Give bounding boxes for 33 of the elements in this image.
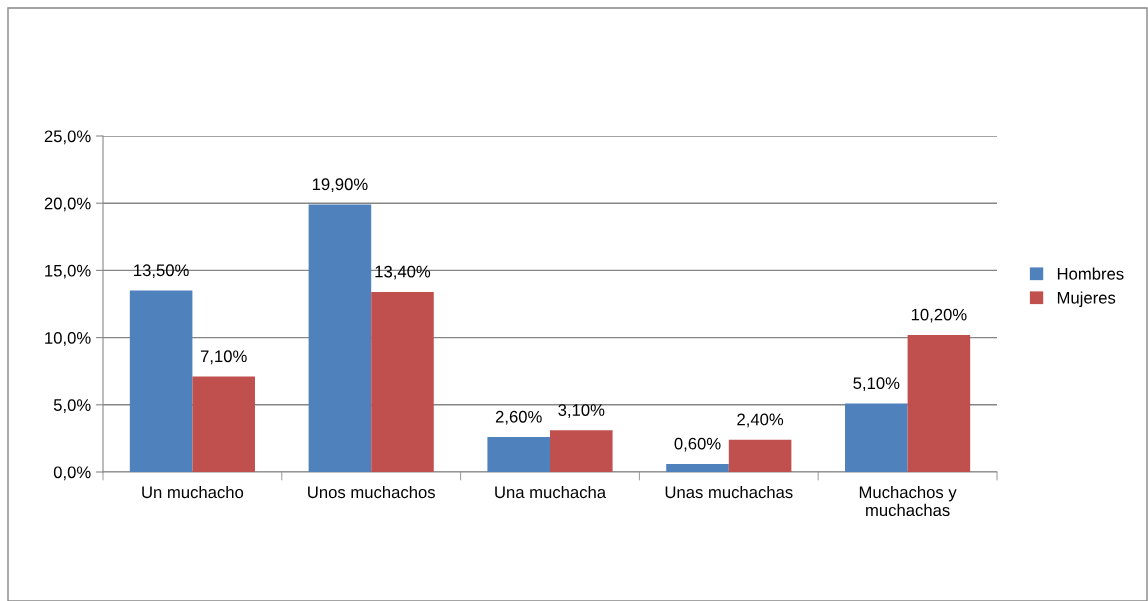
x-tick-label: Una muchacha (495, 485, 607, 499)
data-label: 0,60% (674, 437, 721, 452)
bar (550, 430, 613, 472)
data-label: 2,60% (495, 410, 542, 425)
x-tick-label: Muchachos y muchachas (859, 485, 957, 517)
x-tick-label: Un muchacho (142, 485, 244, 499)
bar (907, 334, 971, 472)
data-label: 13,40% (375, 265, 431, 280)
y-tick-label: 15,0% (45, 264, 91, 279)
y-tick-label: 20,0% (44, 197, 91, 212)
data-label: 10,20% (911, 308, 967, 323)
bar (129, 290, 193, 472)
y-tick-label: 5,0% (53, 399, 91, 413)
bar (371, 291, 434, 472)
data-label: 13,50% (134, 264, 189, 279)
data-label: 5,10% (853, 377, 900, 392)
y-tick-label: 25,0% (44, 130, 91, 145)
data-label: 2,40% (737, 413, 784, 428)
bar (666, 463, 729, 472)
bar (845, 403, 908, 472)
x-tick-label: Unas muchachas (665, 485, 793, 499)
y-tick-label: 10,0% (45, 332, 91, 346)
bar (308, 204, 372, 472)
y-tick-label: 0,0% (53, 466, 91, 481)
bar (487, 437, 550, 472)
legend-label: Mujeres (1057, 291, 1116, 307)
x-tick-label: Unos muchachos (308, 485, 435, 499)
data-label: 19,90% (312, 178, 368, 193)
bar (728, 439, 792, 472)
legend-label: Hombres (1057, 267, 1124, 280)
data-label: 3,10% (558, 404, 605, 418)
data-label: 7,10% (200, 350, 247, 365)
bar (192, 376, 255, 472)
